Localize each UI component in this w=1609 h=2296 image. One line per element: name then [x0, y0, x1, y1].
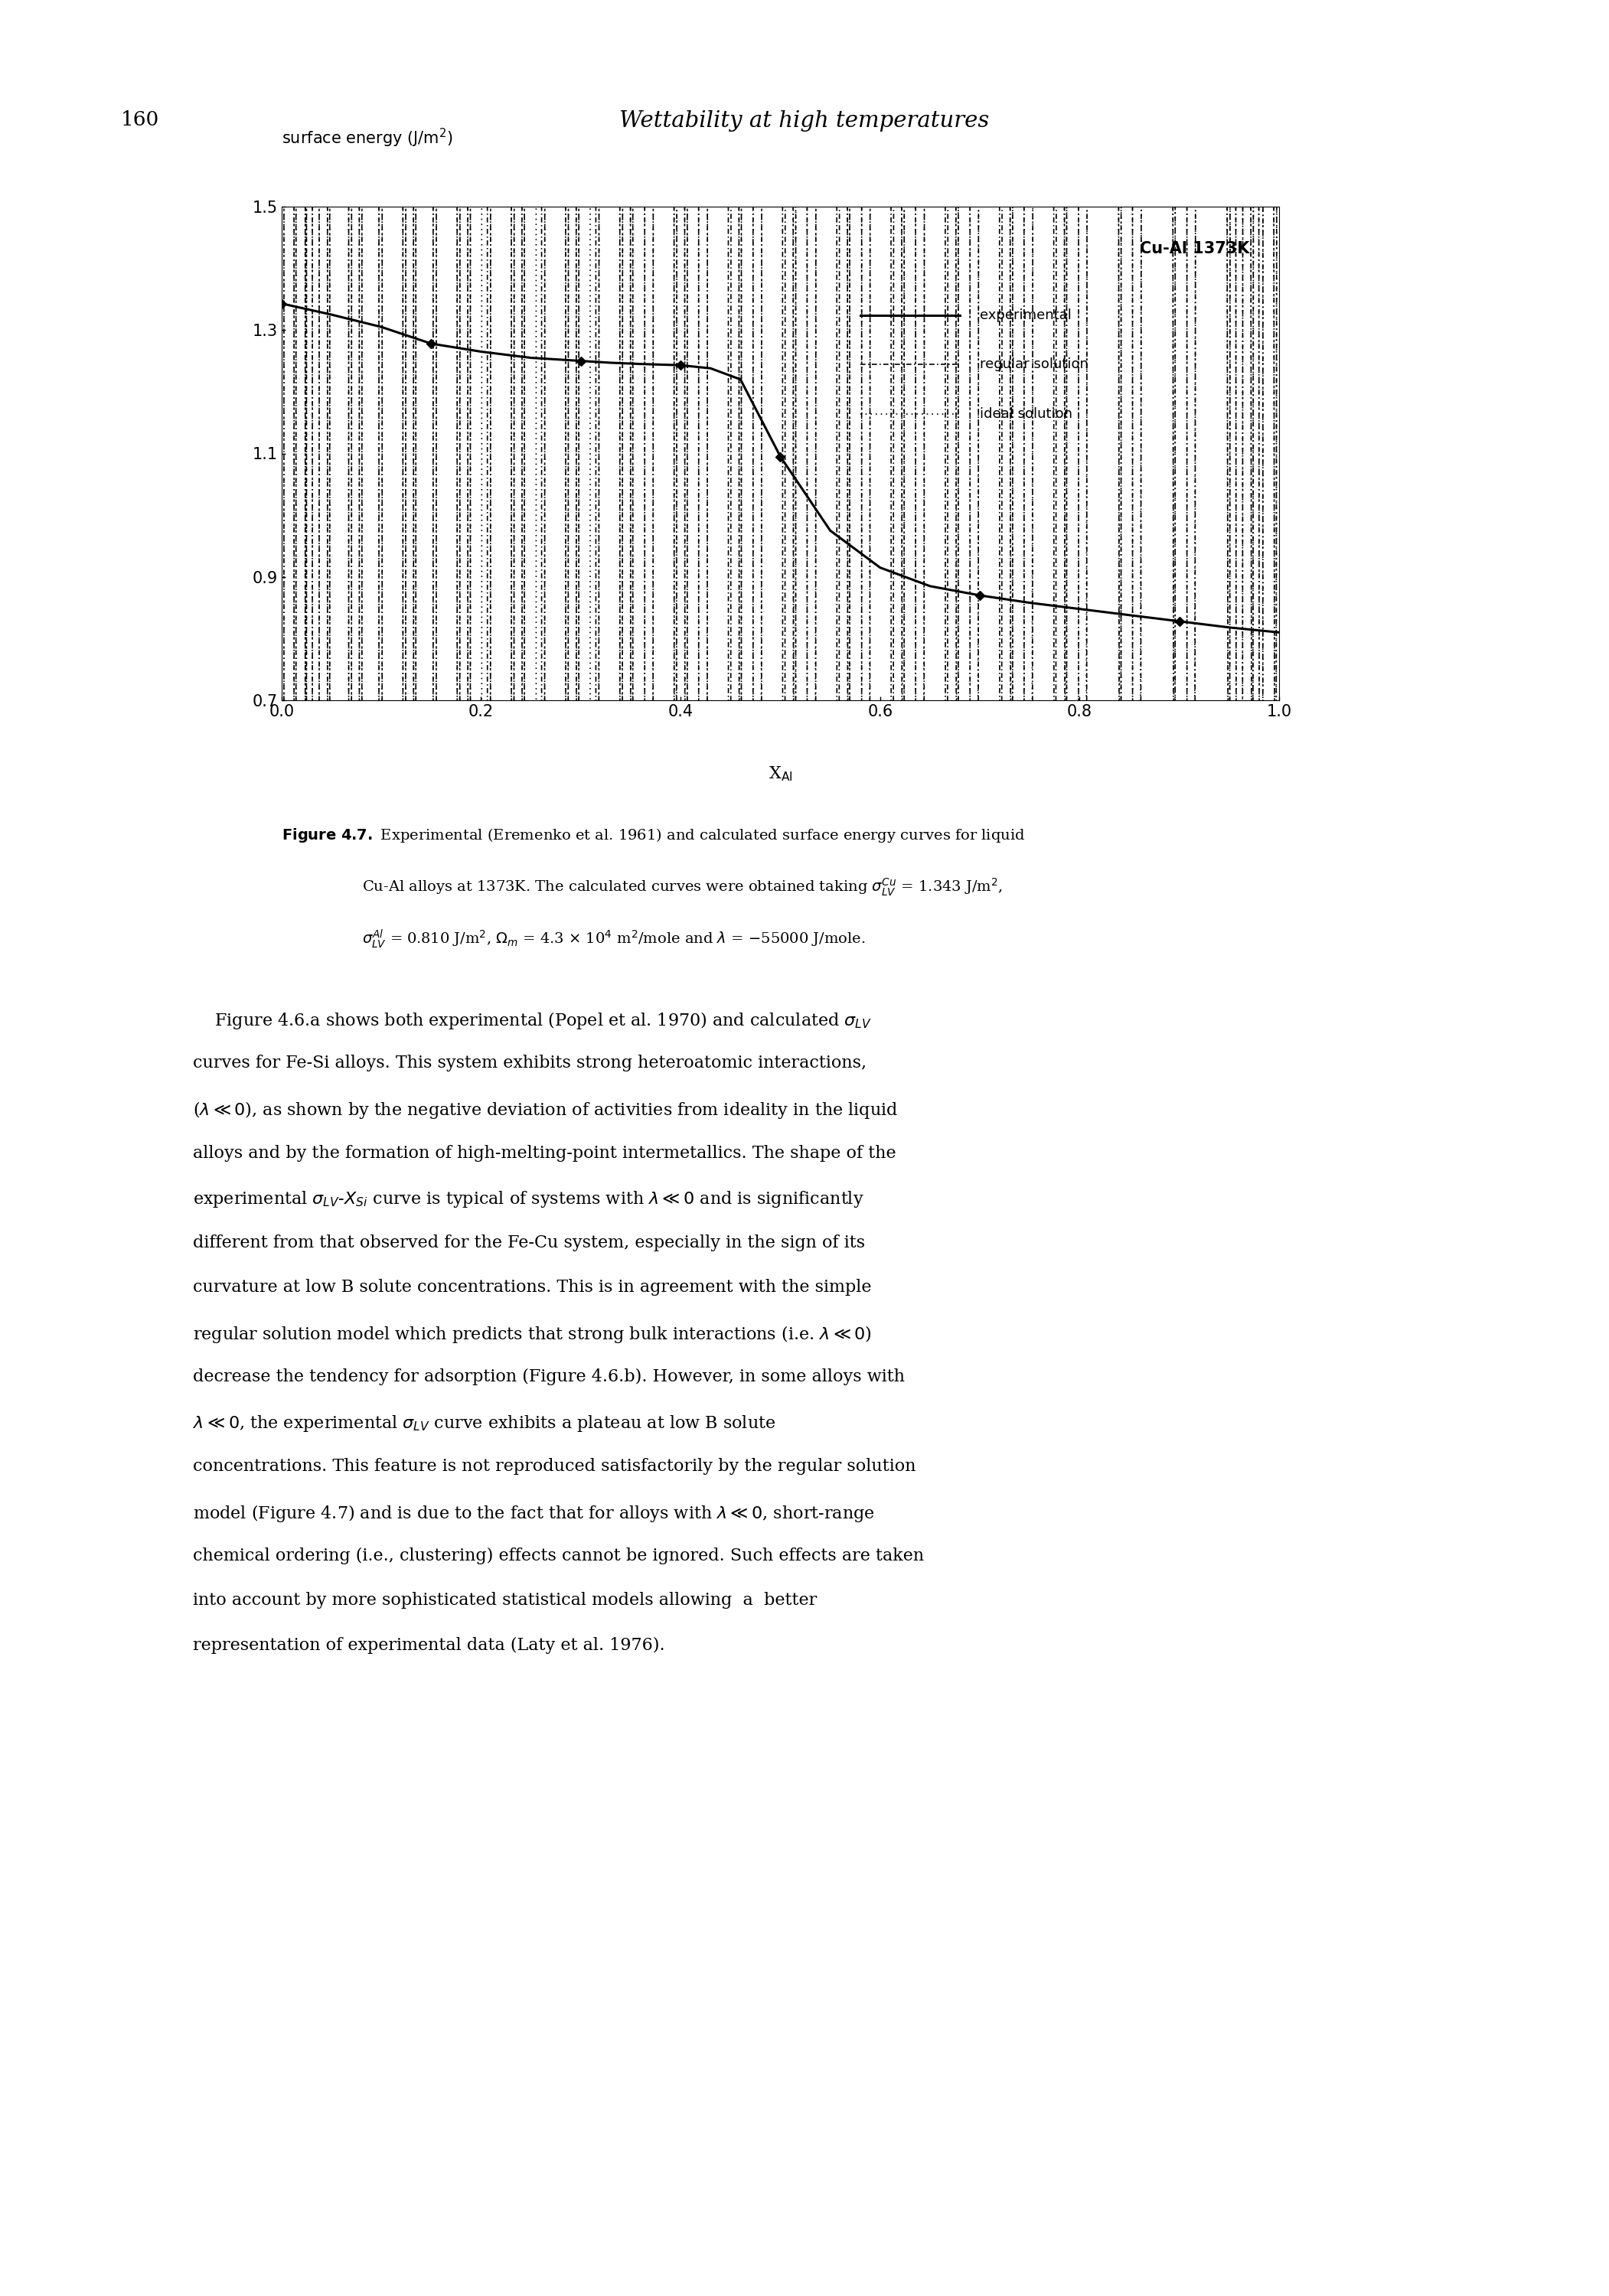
Text: Cu-Al alloys at 1373K. The calculated curves were obtained taking $\sigma^{Cu}_{: Cu-Al alloys at 1373K. The calculated cu… [362, 877, 1002, 898]
Text: into account by more sophisticated statistical models allowing  a  better: into account by more sophisticated stati… [193, 1593, 817, 1609]
Text: experimental $\sigma_{LV}$-$X_{Si}$ curve is typical of systems with $\lambda \l: experimental $\sigma_{LV}$-$X_{Si}$ curv… [193, 1189, 864, 1210]
Text: Figure 4.6.a shows both experimental (Popel et al. 1970) and calculated $\sigma_: Figure 4.6.a shows both experimental (Po… [193, 1010, 872, 1031]
Text: ($\lambda \ll 0$), as shown by the negative deviation of activities from idealit: ($\lambda \ll 0$), as shown by the negat… [193, 1100, 898, 1120]
Text: model (Figure 4.7) and is due to the fact that for alloys with $\lambda \ll 0$, : model (Figure 4.7) and is due to the fac… [193, 1504, 875, 1525]
Text: alloys and by the formation of high-melting-point intermetallics. The shape of t: alloys and by the formation of high-melt… [193, 1146, 896, 1162]
Text: ideal solution: ideal solution [980, 406, 1073, 420]
Text: 160: 160 [121, 110, 159, 129]
Text: Cu-Al 1373K: Cu-Al 1373K [1139, 241, 1249, 257]
Text: X$_{\mathrm{Al}}$: X$_{\mathrm{Al}}$ [767, 765, 793, 783]
Text: curvature at low B solute concentrations. This is in agreement with the simple: curvature at low B solute concentrations… [193, 1279, 872, 1295]
Text: experimental: experimental [980, 308, 1072, 321]
Text: regular solution: regular solution [980, 358, 1088, 372]
Text: regular solution model which predicts that strong bulk interactions (i.e. $\lamb: regular solution model which predicts th… [193, 1322, 872, 1345]
Text: decrease the tendency for adsorption (Figure 4.6.b). However, in some alloys wit: decrease the tendency for adsorption (Fi… [193, 1368, 904, 1384]
Text: concentrations. This feature is not reproduced satisfactorily by the regular sol: concentrations. This feature is not repr… [193, 1458, 916, 1474]
Text: curves for Fe-Si alloys. This system exhibits strong heteroatomic interactions,: curves for Fe-Si alloys. This system exh… [193, 1056, 867, 1072]
Text: $\sigma^{Al}_{LV}$ = 0.810 J/m$^2$, $\Omega_m$ = 4.3 $\times$ 10$^4$ m$^2$/mole : $\sigma^{Al}_{LV}$ = 0.810 J/m$^2$, $\Om… [362, 928, 866, 951]
Text: $\lambda \ll 0$, the experimental $\sigma_{LV}$ curve exhibits a plateau at low : $\lambda \ll 0$, the experimental $\sigm… [193, 1414, 776, 1433]
Text: different from that observed for the Fe-Cu system, especially in the sign of its: different from that observed for the Fe-… [193, 1235, 866, 1251]
Text: Wettability at high temperatures: Wettability at high temperatures [619, 110, 990, 131]
Text: $\bf{Figure\ 4.7.}$ Experimental (Eremenko et al. 1961) and calculated surface e: $\bf{Figure\ 4.7.}$ Experimental (Eremen… [282, 827, 1025, 845]
Text: chemical ordering (i.e., clustering) effects cannot be ignored. Such effects are: chemical ordering (i.e., clustering) eff… [193, 1548, 924, 1564]
Text: surface energy (J/m$^2$): surface energy (J/m$^2$) [282, 126, 452, 149]
Text: representation of experimental data (Laty et al. 1976).: representation of experimental data (Lat… [193, 1637, 665, 1653]
